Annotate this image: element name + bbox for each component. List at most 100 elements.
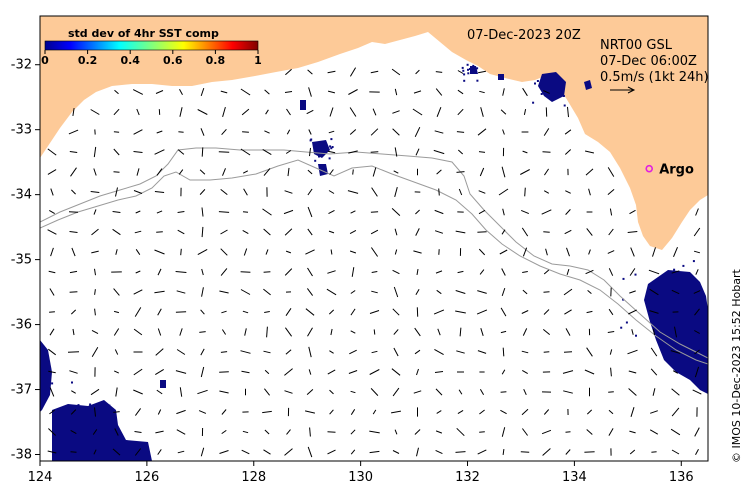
current-vector — [47, 348, 57, 356]
current-vector — [201, 268, 204, 276]
current-vector — [670, 428, 681, 436]
current-vector — [154, 191, 165, 193]
current-vector — [70, 451, 77, 453]
date-label: 07-Dec-2023 20Z — [467, 28, 581, 43]
current-vector — [435, 270, 443, 274]
current-vector — [49, 209, 55, 215]
current-vector — [565, 328, 571, 336]
mask-speckle — [83, 407, 86, 410]
current-vector — [394, 249, 398, 255]
current-vector — [91, 228, 99, 236]
current-vector — [695, 449, 699, 455]
current-vector — [175, 271, 187, 273]
current-vector — [133, 368, 143, 376]
current-vector — [349, 349, 357, 355]
current-vector — [221, 429, 227, 435]
mask-speckle — [323, 150, 326, 153]
current-vector — [415, 289, 420, 295]
current-vector — [113, 288, 120, 296]
current-vector — [175, 370, 187, 374]
current-vector — [284, 368, 293, 376]
current-vector — [416, 368, 419, 376]
colorbar-tick-label: 0.6 — [163, 54, 183, 67]
current-vector — [542, 329, 551, 335]
current-vector — [307, 169, 313, 175]
mask-speckle — [625, 321, 628, 324]
current-vector — [629, 290, 636, 294]
current-vector — [307, 446, 313, 458]
current-vector — [47, 169, 57, 175]
current-vector — [308, 87, 312, 97]
current-vector — [478, 70, 486, 74]
current-vector — [134, 448, 142, 456]
current-vector — [112, 228, 121, 236]
current-vector — [200, 366, 205, 378]
current-vector — [94, 407, 96, 417]
current-vector — [392, 110, 400, 114]
current-vector — [93, 146, 97, 158]
current-vector — [93, 168, 97, 176]
current-vector — [221, 128, 227, 136]
current-vector — [307, 267, 313, 277]
current-vector — [370, 128, 379, 136]
argo-float-marker[interactable] — [645, 164, 654, 173]
current-vector — [309, 427, 311, 437]
current-vector — [69, 231, 78, 233]
current-vector — [435, 388, 443, 396]
current-vector — [459, 327, 462, 337]
current-vector — [695, 208, 699, 216]
current-vector — [133, 190, 143, 194]
current-vector — [176, 409, 186, 415]
current-vector — [328, 130, 335, 134]
isobath-shallow — [40, 147, 708, 359]
current-vector — [94, 308, 96, 316]
current-vector — [371, 290, 378, 294]
colorbar-tick-label: 0 — [41, 54, 49, 67]
mask-speckles — [51, 63, 700, 459]
current-vector — [70, 167, 77, 177]
mask-speckle — [77, 404, 80, 407]
current-vector — [628, 370, 637, 374]
current-vector — [524, 187, 526, 197]
current-vector — [262, 410, 272, 414]
current-vector — [371, 350, 378, 354]
current-vector — [543, 231, 550, 233]
mask-speckle — [318, 145, 321, 148]
current-vector — [70, 429, 77, 435]
current-vector — [177, 211, 185, 213]
current-vector — [199, 331, 206, 333]
current-vector — [480, 107, 484, 117]
current-vector — [221, 409, 227, 415]
current-vector — [220, 351, 228, 353]
current-vector — [348, 89, 358, 95]
current-vector — [391, 368, 401, 376]
current-vector — [71, 390, 76, 394]
current-vector — [90, 109, 100, 115]
current-vector — [607, 331, 615, 333]
current-vector — [68, 129, 79, 135]
current-vector — [434, 130, 444, 134]
current-vector — [307, 327, 313, 337]
current-vector — [49, 328, 55, 336]
current-vector — [522, 369, 528, 375]
current-vector — [349, 67, 357, 77]
current-vector — [370, 70, 379, 74]
current-vector — [221, 310, 227, 314]
current-vector — [285, 308, 292, 316]
current-vector — [586, 347, 593, 357]
current-vector — [628, 309, 637, 315]
current-vector — [154, 290, 165, 294]
credit-label: © IMOS 10-Dec-2023 15:52 Hobart — [730, 268, 743, 463]
mask-speckle — [317, 150, 319, 153]
current-vector — [649, 288, 659, 296]
current-vector — [393, 329, 399, 335]
current-vector — [436, 410, 442, 414]
current-vector — [264, 89, 270, 95]
y-tick-label: -38 — [11, 448, 32, 463]
current-vector — [92, 429, 98, 435]
current-vector — [179, 89, 183, 95]
current-vector — [218, 151, 230, 153]
current-vector — [286, 129, 291, 135]
current-vector — [480, 328, 484, 336]
